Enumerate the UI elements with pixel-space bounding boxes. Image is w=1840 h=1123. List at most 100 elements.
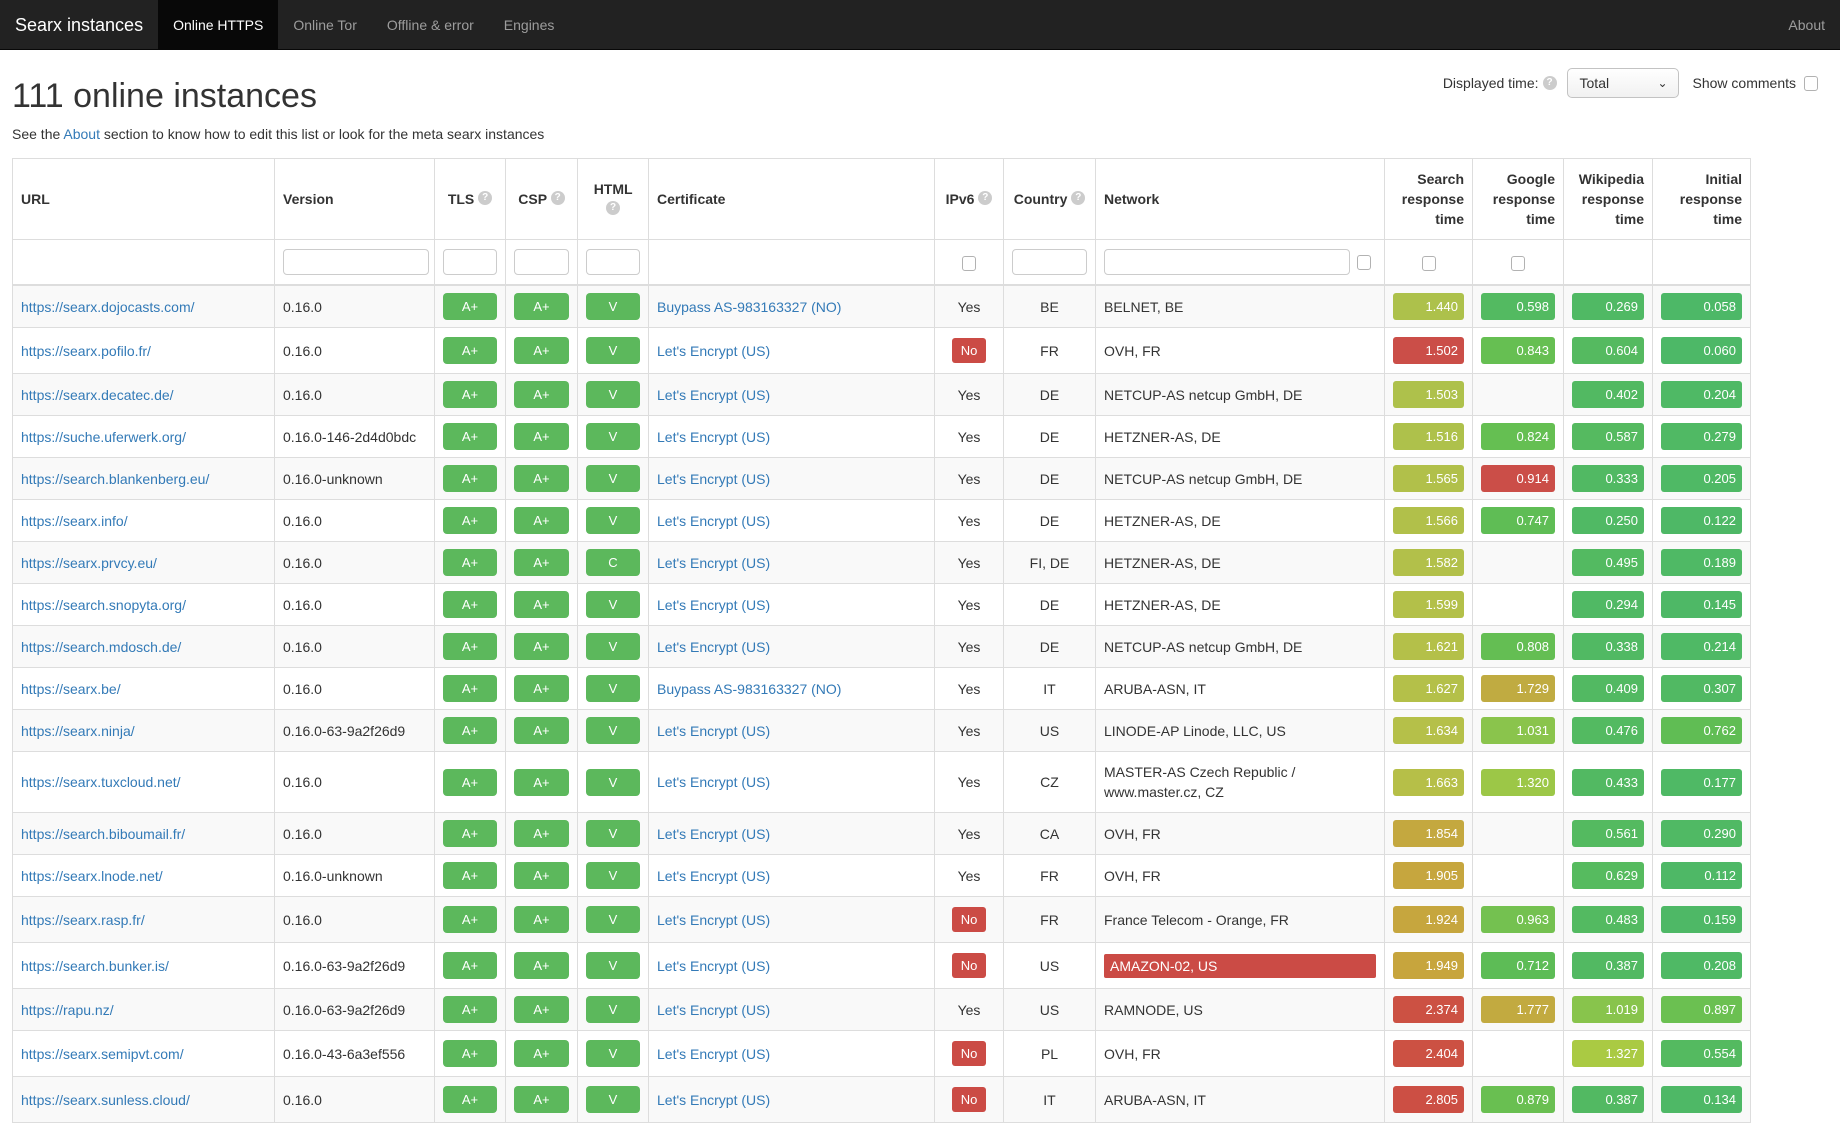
tls-grade-badge[interactable]: A+ [443, 768, 497, 796]
ipv6-filter-checkbox[interactable] [962, 255, 976, 271]
html-grade-badge[interactable]: V [586, 423, 640, 450]
html-grade-badge[interactable]: V [586, 507, 640, 534]
instance-url-link[interactable]: https://searx.dojocasts.com/ [21, 298, 195, 315]
col-header-google-time[interactable]: Google response time [1472, 158, 1564, 240]
col-header-network[interactable]: Network [1095, 158, 1385, 240]
tls-grade-badge[interactable]: A+ [443, 952, 497, 979]
csp-grade-badge[interactable]: A+ [514, 549, 569, 576]
tab-online-https[interactable]: Online HTTPS [158, 0, 279, 50]
time-select[interactable]: Total ⌄ [1566, 68, 1679, 98]
instance-url-link[interactable]: https://suche.uferwerk.org/ [21, 428, 186, 445]
tab-engines[interactable]: Engines [503, 17, 555, 33]
html-grade-badge[interactable]: V [586, 675, 640, 702]
instance-url-link[interactable]: https://search.bunker.is/ [21, 957, 169, 974]
certificate-link[interactable]: Let's Encrypt (US) [657, 428, 771, 445]
html-grade-badge[interactable]: V [586, 906, 640, 933]
instance-url-link[interactable]: https://searx.tuxcloud.net/ [21, 774, 181, 790]
html-grade-badge[interactable]: V [586, 768, 640, 796]
instance-url-link[interactable]: https://searx.ninja/ [21, 722, 135, 739]
certificate-link[interactable]: Let's Encrypt (US) [657, 825, 771, 842]
tls-grade-badge[interactable]: A+ [443, 675, 497, 702]
csp-grade-badge[interactable]: A+ [514, 717, 569, 744]
certificate-link[interactable]: Let's Encrypt (US) [657, 867, 771, 884]
tls-grade-badge[interactable]: A+ [443, 507, 497, 534]
question-circle-icon[interactable]: ? [606, 201, 620, 215]
csp-grade-badge[interactable]: A+ [514, 507, 569, 534]
certificate-link[interactable]: Let's Encrypt (US) [657, 957, 771, 974]
col-header-search-time[interactable]: Search response time [1384, 158, 1473, 240]
html-grade-badge[interactable]: V [586, 591, 640, 618]
html-grade-badge[interactable]: V [586, 862, 640, 889]
col-header-wikipedia-time[interactable]: Wikipedia response time [1563, 158, 1653, 240]
question-circle-icon[interactable]: ? [978, 191, 993, 205]
col-header-url[interactable]: URL [12, 158, 275, 240]
col-header-country[interactable]: Country ? [1003, 158, 1096, 240]
html-grade-badge[interactable]: C [586, 549, 640, 576]
certificate-link[interactable]: Let's Encrypt (US) [657, 722, 771, 739]
certificate-link[interactable]: Let's Encrypt (US) [657, 1091, 771, 1108]
tls-grade-badge[interactable]: A+ [443, 549, 497, 576]
tab-online-tor[interactable]: Online Tor [293, 17, 357, 33]
csp-grade-badge[interactable]: A+ [514, 906, 569, 933]
tls-grade-badge[interactable]: A+ [443, 633, 497, 660]
col-header-tls[interactable]: TLS ? [434, 158, 506, 240]
certificate-link[interactable]: Let's Encrypt (US) [657, 911, 771, 928]
certificate-link[interactable]: Let's Encrypt (US) [657, 342, 771, 359]
csp-grade-badge[interactable]: A+ [514, 952, 569, 979]
html-grade-badge[interactable]: V [586, 633, 640, 660]
col-header-certificate[interactable]: Certificate [648, 158, 935, 240]
col-header-csp[interactable]: CSP ? [505, 158, 578, 240]
certificate-link[interactable]: Buypass AS-983163327 (NO) [657, 298, 842, 315]
question-circle-icon[interactable]: ? [1542, 76, 1557, 90]
csp-grade-badge[interactable]: A+ [514, 465, 569, 492]
tls-grade-badge[interactable]: A+ [443, 381, 497, 408]
col-header-initial-time[interactable]: Initial response time [1652, 158, 1751, 240]
tls-grade-badge[interactable]: A+ [443, 820, 497, 847]
certificate-link[interactable]: Let's Encrypt (US) [657, 554, 771, 571]
network-filter-input[interactable] [1104, 249, 1350, 275]
tls-grade-badge[interactable]: A+ [443, 996, 497, 1023]
instance-url-link[interactable]: https://search.biboumail.fr/ [21, 825, 186, 842]
instance-url-link[interactable]: https://searx.pofilo.fr/ [21, 342, 151, 359]
html-grade-badge[interactable]: V [586, 1086, 640, 1113]
brand[interactable]: Searx instances [15, 15, 144, 35]
question-circle-icon[interactable]: ? [478, 191, 493, 205]
html-grade-badge[interactable]: V [586, 820, 640, 847]
tls-filter-input[interactable] [443, 249, 497, 275]
col-header-html[interactable]: HTML ? [577, 158, 649, 240]
tls-grade-badge[interactable]: A+ [443, 717, 497, 744]
csp-grade-badge[interactable]: A+ [514, 591, 569, 618]
html-grade-badge[interactable]: V [586, 465, 640, 492]
html-filter-input[interactable] [586, 249, 640, 275]
version-filter-input[interactable] [283, 249, 429, 275]
question-circle-icon[interactable]: ? [1071, 191, 1086, 205]
csp-grade-badge[interactable]: A+ [514, 1086, 569, 1113]
instance-url-link[interactable]: https://searx.decatec.de/ [21, 386, 174, 403]
html-grade-badge[interactable]: V [586, 952, 640, 979]
csp-grade-badge[interactable]: A+ [514, 633, 569, 660]
instance-url-link[interactable]: https://search.snopyta.org/ [21, 596, 186, 613]
html-grade-badge[interactable]: V [586, 717, 640, 744]
certificate-link[interactable]: Let's Encrypt (US) [657, 470, 771, 487]
csp-grade-badge[interactable]: A+ [514, 1040, 569, 1067]
question-circle-icon[interactable]: ? [550, 191, 565, 205]
tls-grade-badge[interactable]: A+ [443, 906, 497, 933]
html-grade-badge[interactable]: V [586, 293, 640, 320]
certificate-link[interactable]: Let's Encrypt (US) [657, 512, 771, 529]
certificate-link[interactable]: Buypass AS-983163327 (NO) [657, 680, 842, 697]
instance-url-link[interactable]: https://search.blankenberg.eu/ [21, 470, 210, 487]
csp-grade-badge[interactable]: A+ [514, 293, 569, 320]
tls-grade-badge[interactable]: A+ [443, 1086, 497, 1113]
tls-grade-badge[interactable]: A+ [443, 465, 497, 492]
csp-grade-badge[interactable]: A+ [514, 996, 569, 1023]
csp-grade-badge[interactable]: A+ [514, 862, 569, 889]
about-link[interactable]: About [63, 126, 100, 142]
html-grade-badge[interactable]: V [586, 1040, 640, 1067]
search-time-filter-checkbox[interactable] [1421, 255, 1436, 271]
certificate-link[interactable]: Let's Encrypt (US) [657, 1001, 771, 1018]
csp-grade-badge[interactable]: A+ [514, 820, 569, 847]
html-grade-badge[interactable]: V [586, 381, 640, 408]
csp-grade-badge[interactable]: A+ [514, 337, 569, 364]
show-comments-checkbox[interactable] [1804, 75, 1818, 91]
instance-url-link[interactable]: https://searx.semipvt.com/ [21, 1045, 184, 1062]
